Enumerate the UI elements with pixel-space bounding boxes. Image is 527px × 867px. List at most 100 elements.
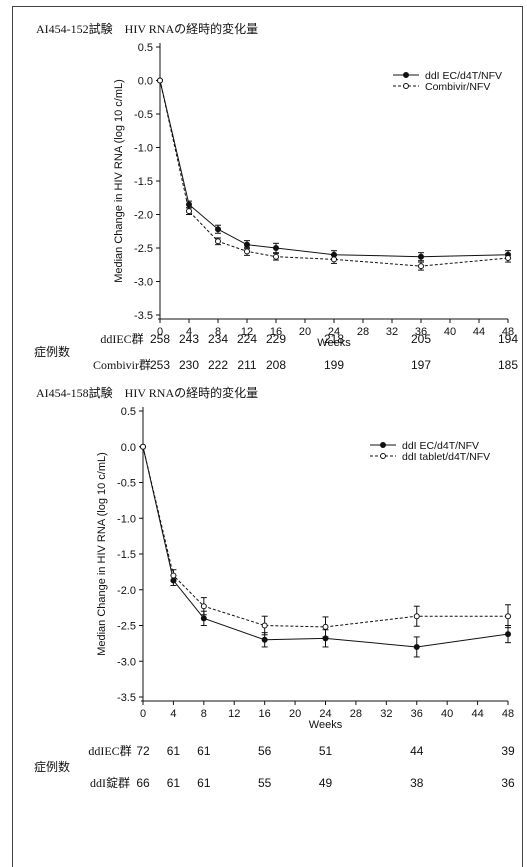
chart1-series-2-point: [273, 253, 279, 260]
chart1-y-tick-label: -1.5: [134, 176, 153, 188]
chart2-legend-marker-1: [380, 442, 386, 448]
chart2-x-tick-label: 44: [471, 708, 483, 720]
chart1-series-1-point: [273, 245, 279, 251]
chart2-table-cell: 56: [258, 744, 272, 758]
chart2-table-cell: 44: [410, 744, 424, 758]
chart2-title: AI454-158試験 HIV RNAの経時的変化量: [36, 386, 259, 400]
chart2-x-axis-label: Weeks: [309, 719, 343, 731]
chart1-x-tick-label: 28: [357, 326, 369, 338]
chart1-series-2-point: [244, 248, 250, 255]
chart1-series-1-point: [244, 241, 250, 248]
chart2-table-cell: 61: [197, 744, 211, 758]
chart1-table-group-label: 症例数: [34, 344, 70, 359]
chart2-series-1-point: [261, 636, 268, 643]
chart2-table-cell: 61: [167, 776, 181, 790]
chart1-x-tick-label: 20: [299, 326, 311, 338]
chart1-x-tick-label: 16: [270, 326, 282, 338]
chart1-x-tick-label: 4: [186, 326, 192, 338]
chart2-series-1-point: [200, 615, 207, 622]
chart1-y-tick-label: -2.5: [134, 243, 153, 255]
chart1-table-cell: 218: [324, 332, 344, 346]
figure-frame: [12, 6, 523, 867]
chart2-y-tick-label: -1.0: [117, 513, 136, 525]
chart1-table-cell: 222: [208, 358, 228, 372]
chart2-series-2-point: [140, 443, 146, 450]
chart2-legend-label-2: ddI tablet/d4T/NFV: [402, 451, 490, 463]
chart1-table-cell: 205: [411, 332, 431, 346]
chart1-y-tick-label: 0.0: [138, 76, 153, 88]
chart2-table-cell: 38: [410, 776, 424, 790]
chart1-legend-label-1: ddI EC/d4T/NFV: [425, 70, 502, 82]
chart2-series-1-point: [413, 643, 420, 650]
chart1-table-cell: 253: [150, 358, 170, 372]
chart1-x-tick-label: 0: [157, 326, 163, 338]
chart2-x-tick-label: 48: [502, 708, 514, 720]
chart1-series-2-line: [159, 80, 509, 267]
chart2-x-tick-label: 4: [170, 708, 176, 720]
chart1-table-cell: 258: [150, 332, 170, 346]
chart1-table-cell: 211: [237, 358, 256, 372]
chart2-table-group-label: 症例数: [34, 759, 70, 774]
chart2-y-tick-label: -3.5: [117, 692, 136, 704]
chart2-series-2-point: [322, 623, 329, 630]
chart1-title: AI454-152試験 HIV RNAの経時的変化量: [36, 22, 259, 36]
chart1-table-row-label: Combivir群: [93, 358, 151, 372]
chart2-x-tick-label: 16: [259, 708, 271, 720]
chart1-x-tick-label: 36: [415, 326, 427, 338]
chart1-y-tick-label: -2.0: [134, 210, 153, 222]
chart2-series-2-line: [142, 446, 508, 628]
chart2-x-tick-label: 24: [319, 708, 331, 720]
chart1-legend-label-2: Combivir/NFV: [425, 81, 490, 93]
chart1-x-tick-label: 48: [502, 326, 514, 338]
chart2-table-cell: 72: [136, 744, 150, 758]
chart1-series-2-point: [215, 238, 221, 245]
chart2-table-cell: 66: [136, 776, 150, 790]
chart2-table-cell: 51: [319, 744, 333, 758]
chart2-x-tick-label: 40: [441, 708, 453, 720]
chart2-y-tick-label: -1.5: [117, 549, 136, 561]
chart2-x-tick-label: 32: [380, 708, 392, 720]
chart1-x-tick-label: 40: [444, 326, 456, 338]
chart2-y-tick-label: 0.0: [121, 442, 136, 454]
chart1-series-1-point: [186, 201, 192, 208]
chart1-table-cell: 208: [266, 358, 286, 372]
chart1-table-cell: 230: [179, 358, 199, 372]
chart2-series-2-point: [413, 613, 420, 620]
chart2-y-tick-label: 0.5: [121, 406, 136, 418]
chart2-x-tick-label: 8: [201, 708, 207, 720]
chart1-table-cell: 199: [324, 358, 344, 372]
chart2-y-tick-label: -3.0: [117, 656, 136, 668]
chart1-table-cell: 185: [498, 358, 518, 372]
chart1-series-2-point: [505, 255, 511, 262]
chart2-x-tick-label: 12: [228, 708, 240, 720]
chart1-legend-marker-1: [403, 72, 409, 78]
chart1-y-tick-label: -0.5: [134, 109, 153, 121]
chart1-x-tick-label: 44: [473, 326, 485, 338]
chart2-x-tick-label: 28: [350, 708, 362, 720]
chart1-y-tick-label: -1.0: [134, 143, 153, 155]
chart1-x-tick-label: 12: [241, 326, 253, 338]
chart1-y-axis-label: Median Change in HIV RNA (log 10 c/mL): [113, 79, 125, 283]
chart2-y-tick-label: -0.5: [117, 478, 136, 490]
chart2-y-tick-label: -2.0: [117, 585, 136, 597]
chart1-series-2-point: [186, 208, 192, 215]
chart1-y-tick-label: 0.5: [138, 42, 153, 54]
chart2-series-1-point: [505, 631, 511, 638]
chart1-legend-marker-2: [403, 83, 409, 89]
chart2-series-2-point: [505, 613, 511, 620]
chart1-series-2-point: [418, 263, 424, 270]
chart2-x-tick-label: 0: [140, 708, 146, 720]
chart1-table-cell: 197: [411, 358, 431, 372]
chart2-legend-marker-2: [380, 453, 386, 459]
chart1-x-tick-label: 32: [386, 326, 398, 338]
chart2-table-row-label: ddIEC群: [88, 744, 131, 758]
chart2-table-cell: 61: [197, 776, 211, 790]
chart2-series-2-point: [200, 603, 207, 610]
chart2-series-2-point: [261, 622, 268, 629]
chart1-y-tick-label: -3.5: [134, 310, 153, 322]
chart2-table-cell: 61: [167, 744, 181, 758]
chart1-table-cell: 194: [498, 332, 518, 346]
chart1-x-tick-label: 24: [328, 326, 340, 338]
chart2-legend-label-1: ddI EC/d4T/NFV: [402, 440, 479, 452]
chart1-table-cell: 243: [179, 332, 199, 346]
